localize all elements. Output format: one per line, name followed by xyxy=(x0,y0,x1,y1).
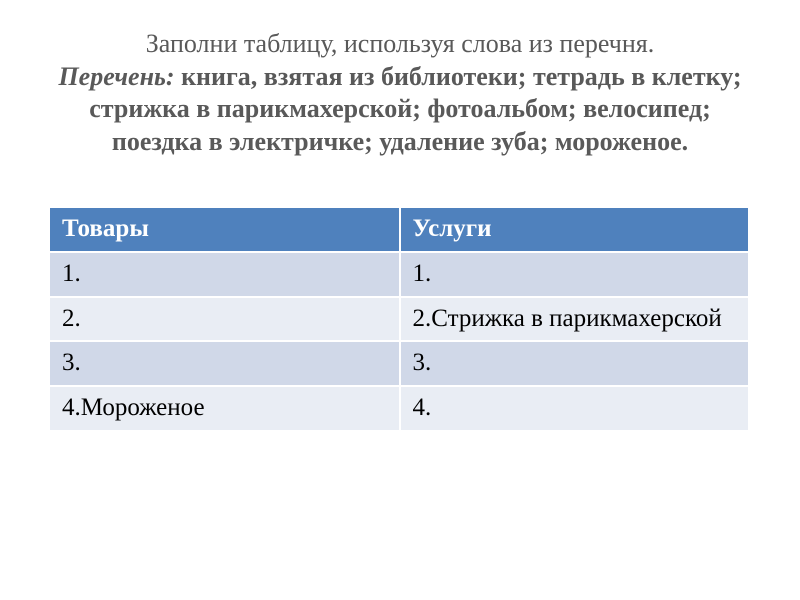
col-services: Услуги xyxy=(400,208,750,252)
title-list-body: книга, взятая из библиотеки; тетрадь в к… xyxy=(89,62,741,156)
title-list-label: Перечень: xyxy=(58,62,174,91)
table-row: 2. 2.Стрижка в парикмахерской xyxy=(50,297,749,342)
col-goods: Товары xyxy=(50,208,400,252)
table-row: 3. 3. xyxy=(50,341,749,386)
cell-services-1: 1. xyxy=(400,252,750,297)
cell-services-3: 3. xyxy=(400,341,750,386)
title-line1: Заполни таблицу, используя слова из пере… xyxy=(146,29,654,58)
table-row: 4.Мороженое 4. xyxy=(50,386,749,431)
cell-goods-3: 3. xyxy=(50,341,400,386)
title-block: Заполни таблицу, используя слова из пере… xyxy=(50,28,750,158)
cell-goods-2: 2. xyxy=(50,297,400,342)
cell-services-2: 2.Стрижка в парикмахерской xyxy=(400,297,750,342)
table-row: 1. 1. xyxy=(50,252,749,297)
cell-goods-4: 4.Мороженое xyxy=(50,386,400,431)
goods-table: Товары Услуги 1. 1. 2. 2.Стрижка в парик… xyxy=(50,208,750,432)
slide: Заполни таблицу, используя слова из пере… xyxy=(0,0,800,600)
cell-goods-1: 1. xyxy=(50,252,400,297)
table-header-row: Товары Услуги xyxy=(50,208,749,252)
cell-services-4: 4. xyxy=(400,386,750,431)
